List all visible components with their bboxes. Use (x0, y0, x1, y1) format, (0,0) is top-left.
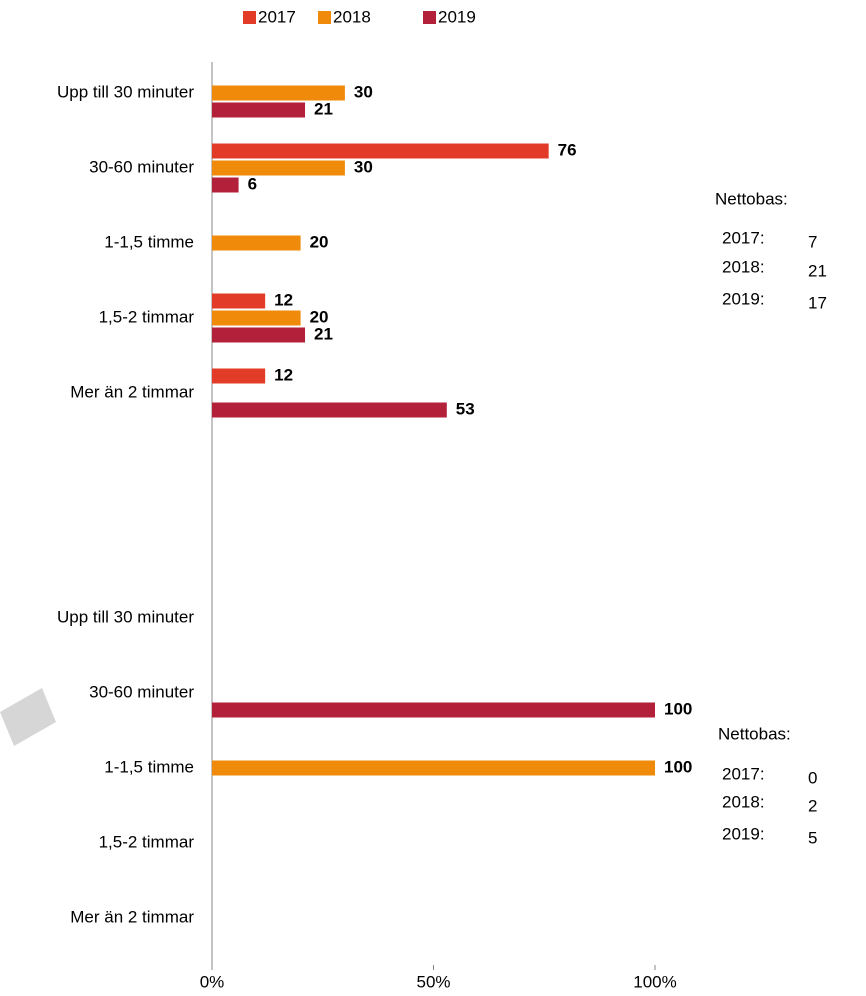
bar (212, 102, 306, 118)
value-label: 20 (310, 307, 329, 326)
legend-swatch (318, 11, 331, 24)
note-label: 2017: (722, 228, 765, 247)
legend-label: 2018 (333, 7, 371, 26)
legend-label: 2019 (438, 7, 476, 26)
y-tick-label: 30-60 minuter (89, 157, 194, 176)
value-label: 30 (354, 82, 373, 101)
note-value: 5 (808, 828, 817, 847)
legend-label: 2017 (258, 7, 296, 26)
bar (212, 402, 447, 418)
x-tick-label: 100% (633, 972, 676, 991)
bar (212, 235, 301, 251)
note-value: 21 (808, 261, 827, 280)
value-label: 12 (274, 290, 293, 309)
x-tick-label: 50% (416, 972, 450, 991)
bar (212, 310, 301, 326)
bar (212, 293, 266, 309)
x-tick-label: 0% (200, 972, 225, 991)
y-tick-label: 1,5-2 timmar (99, 307, 195, 326)
bar (212, 143, 549, 159)
bar (212, 177, 239, 193)
legend-swatch (243, 11, 256, 24)
y-tick-label: 1,5-2 timmar (99, 832, 195, 851)
value-label: 76 (558, 140, 577, 159)
legend-swatch (423, 11, 436, 24)
y-tick-label: Mer än 2 timmar (70, 382, 194, 401)
y-tick-label: Upp till 30 minuter (57, 607, 194, 626)
value-label: 21 (314, 324, 333, 343)
value-label: 53 (456, 399, 475, 418)
value-label: 21 (314, 99, 333, 118)
y-tick-label: 1-1,5 timme (104, 232, 194, 251)
note-title: Nettobas: (718, 724, 791, 743)
note-label: 2019: (722, 824, 765, 843)
value-label: 100 (664, 757, 692, 776)
value-label: 20 (310, 232, 329, 251)
bar (212, 702, 655, 718)
note-value: 7 (808, 232, 817, 251)
note-value: 17 (808, 293, 827, 312)
bar (212, 85, 345, 101)
bar (212, 760, 655, 776)
note-title: Nettobas: (715, 189, 788, 208)
note-label: 2017: (722, 764, 765, 783)
note-label: 2018: (722, 257, 765, 276)
value-label: 6 (248, 174, 257, 193)
note-label: 2019: (722, 289, 765, 308)
note-value: 2 (808, 796, 817, 815)
y-tick-label: 30-60 minuter (89, 682, 194, 701)
y-tick-label: 1-1,5 timme (104, 757, 194, 776)
bar (212, 368, 266, 384)
bar (212, 327, 306, 343)
note-label: 2018: (722, 792, 765, 811)
note-value: 0 (808, 768, 817, 787)
value-label: 30 (354, 157, 373, 176)
value-label: 12 (274, 365, 293, 384)
value-label: 100 (664, 699, 692, 718)
bar (212, 160, 345, 176)
y-tick-label: Mer än 2 timmar (70, 907, 194, 926)
y-tick-label: Upp till 30 minuter (57, 82, 194, 101)
decoration (0, 688, 56, 746)
